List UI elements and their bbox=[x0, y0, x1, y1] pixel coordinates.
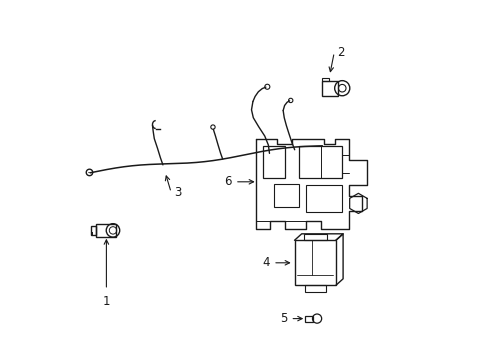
Text: 3: 3 bbox=[174, 186, 181, 199]
Bar bbox=[306, 185, 342, 212]
Bar bbox=[321, 77, 329, 81]
Text: 4: 4 bbox=[263, 256, 270, 269]
Bar bbox=[274, 184, 299, 207]
Bar bbox=[97, 224, 116, 237]
Bar bbox=[294, 240, 336, 285]
Bar bbox=[299, 146, 342, 178]
Text: 2: 2 bbox=[337, 46, 344, 59]
Bar bbox=[305, 285, 325, 292]
Bar bbox=[305, 315, 314, 322]
Text: 6: 6 bbox=[224, 175, 232, 188]
Bar bbox=[321, 81, 338, 96]
Text: 5: 5 bbox=[280, 312, 288, 325]
Bar bbox=[91, 226, 97, 235]
Text: 1: 1 bbox=[102, 295, 110, 308]
Bar bbox=[304, 234, 326, 240]
Bar bbox=[263, 146, 285, 178]
